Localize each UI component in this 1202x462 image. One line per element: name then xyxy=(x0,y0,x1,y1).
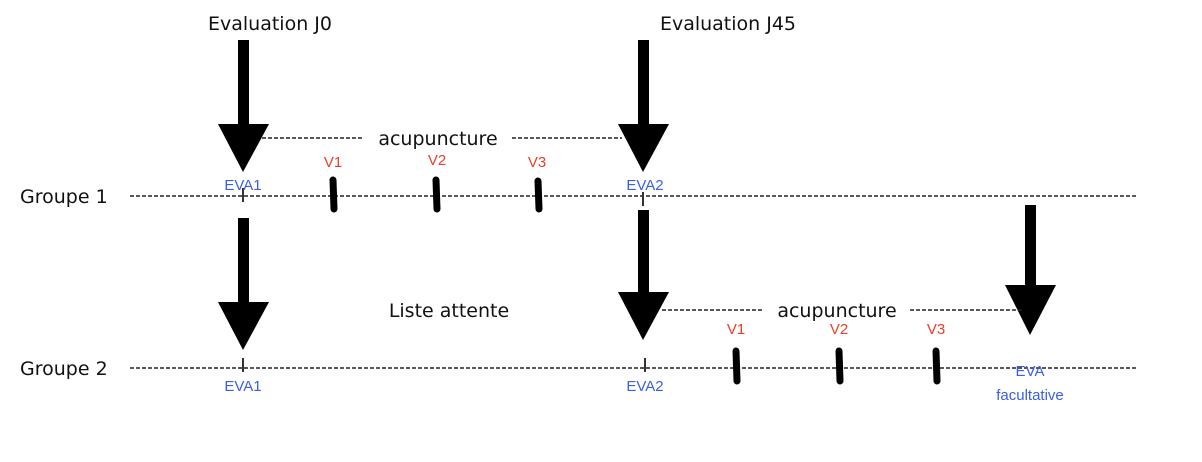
visit-label: V2 xyxy=(428,152,446,169)
eva-optional-label: EVA xyxy=(1016,363,1045,380)
group1-label: Groupe 1 xyxy=(20,186,108,208)
arrow-j0-group2 xyxy=(218,218,269,350)
visit-label: V2 xyxy=(830,321,848,338)
visit-label: V3 xyxy=(528,154,546,171)
visit-tick-v3-g1 xyxy=(534,177,543,213)
eva-label: EVA1 xyxy=(224,378,261,395)
visit-tick-v1-g2 xyxy=(732,347,741,385)
visit-tick-v1-g1 xyxy=(329,176,338,213)
eva-label: EVA2 xyxy=(626,378,663,395)
arrow-j45-group1 xyxy=(618,40,669,172)
visit-tick-v3-g2 xyxy=(932,347,941,385)
title-eval-j45: Evaluation J45 xyxy=(660,13,796,35)
arrow-j0-group1 xyxy=(218,40,269,172)
group2-label: Groupe 2 xyxy=(20,358,108,380)
eva-optional-label: facultative xyxy=(996,387,1064,404)
arrow-j45-group2 xyxy=(618,210,669,340)
visit-label: V3 xyxy=(927,321,945,338)
acupuncture-label-g1: acupuncture xyxy=(378,128,497,150)
visit-tick-v2-g2 xyxy=(835,347,844,385)
arrow-optional-group2 xyxy=(1005,205,1056,335)
visit-label: V1 xyxy=(727,321,745,338)
visit-label: V1 xyxy=(324,154,342,171)
visit-tick-v2-g1 xyxy=(432,176,441,213)
acupuncture-label-g2: acupuncture xyxy=(777,300,896,322)
eva-label: EVA2 xyxy=(626,177,663,194)
title-eval-j0: Evaluation J0 xyxy=(208,13,332,35)
eva-label: EVA1 xyxy=(224,177,261,194)
waiting-list-label: Liste attente xyxy=(389,300,509,322)
